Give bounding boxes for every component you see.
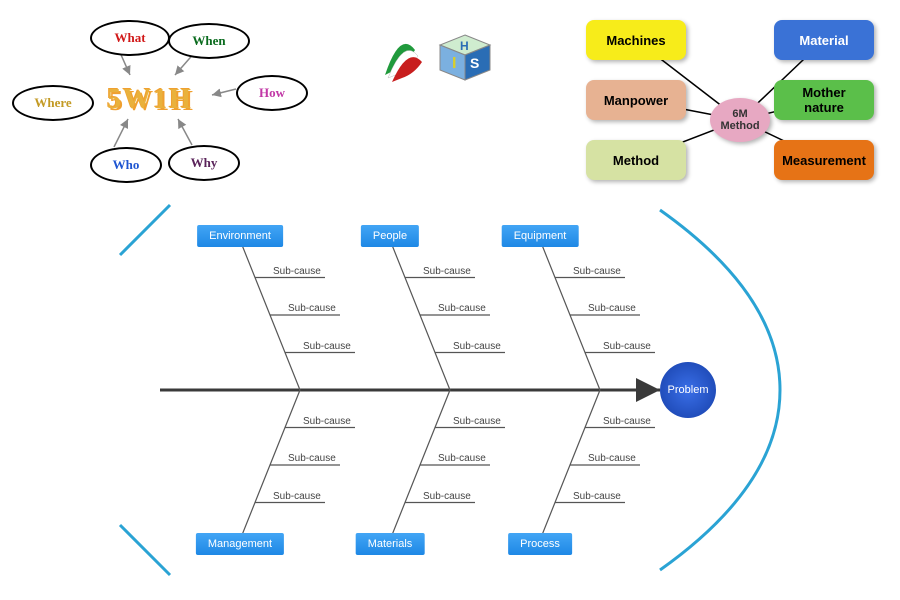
sixm-card-method: Method [586,140,686,180]
fivew1h-bubble-who: Who [90,147,162,183]
fishbone-category-environment: Environment [197,225,283,247]
fishbone-subcause: Sub-cause [603,416,651,427]
sixm-card-mother-nature: Mother nature [774,80,874,120]
sixm-card-measurement: Measurement [774,140,874,180]
fishbone-subcause: Sub-cause [423,491,471,502]
fishbone-diagram: Sub-cause Sub-cause Sub-cause Environment Su… [100,195,820,585]
fishbone-category-equipment: Equipment [502,225,579,247]
fishbone-subcause: Sub-cause [588,453,636,464]
svg-text:S: S [470,55,479,71]
fishbone-subcause: Sub-cause [588,303,636,314]
sixm-center: 6M Method [710,98,770,142]
ise-cube-icon: I S H [440,35,490,80]
svg-text:I: I [452,55,456,72]
fishbone-subcause: Sub-cause [438,303,486,314]
fishbone-subcause: Sub-cause [453,416,501,427]
fishbone-subcause: Sub-cause [423,266,471,277]
fishbone-subcause: Sub-cause [273,491,321,502]
fishbone-subcause: Sub-cause [603,341,651,352]
fivew1h-bubble-when: When [168,23,250,59]
fishbone-subcause: Sub-cause [273,266,321,277]
fishbone-subcause: Sub-cause [288,453,336,464]
fivew1h-center: 5W1H [107,84,193,116]
fishbone-problem: Problem [660,362,716,418]
sixm-card-material: Material [774,20,874,60]
svg-text:H: H [460,39,469,53]
fishbone-category-process: Process [508,533,572,555]
fivew1h-bubble-how: How [236,75,308,111]
fishbone-subcause: Sub-cause [573,266,621,277]
fishbone-category-materials: Materials [356,533,425,555]
fishbone-subcause: Sub-cause [288,303,336,314]
fishbone-subcause: Sub-cause [303,341,351,352]
logos-region: I S H [370,20,510,90]
fishbone-subcause: Sub-cause [573,491,621,502]
fishbone-category-people: People [361,225,419,247]
fishbone-subcause: Sub-cause [438,453,486,464]
sixm-card-manpower: Manpower [586,80,686,120]
sixm-diagram: 6M Method Machines Material Manpower Mother … [570,10,890,190]
logos-svg: I S H [370,20,510,90]
fishbone-category-management: Management [196,533,284,555]
fishbone-subcause: Sub-cause [303,416,351,427]
fishbone-subcause: Sub-cause [453,341,501,352]
fivew1h-diagram: 5W1H WhatWhenWhereHowWhoWhy [10,15,290,185]
sixm-card-machines: Machines [586,20,686,60]
fivew1h-bubble-why: Why [168,145,240,181]
fivew1h-bubble-where: Where [12,85,94,121]
fivew1h-bubble-what: What [90,20,170,56]
